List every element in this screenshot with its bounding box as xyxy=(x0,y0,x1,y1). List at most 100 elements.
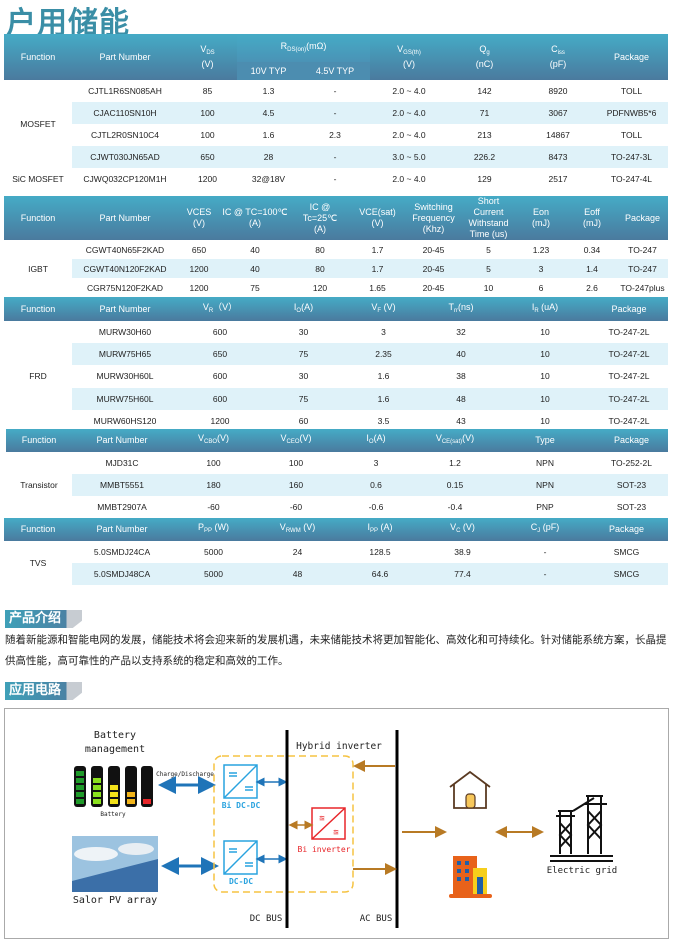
table-cell: 80 xyxy=(315,244,325,255)
column-header: Part Number xyxy=(72,429,172,452)
header-text: IC @ xyxy=(309,201,331,212)
column-header: Part Number xyxy=(72,518,172,541)
function-cell: FRD xyxy=(4,321,72,432)
pv-array-label: Salor PV array xyxy=(73,895,157,906)
tvs-table: Function Part Number PPP (W) VRWM (V) IPP (A… xyxy=(4,518,668,585)
table-row: CJTL2R0SN10C4 100 1.6 2.3 2.0 ~ 4.0 213 14867 T… xyxy=(4,124,668,146)
table-cell: 120 xyxy=(312,282,328,293)
table-cell: TOLL xyxy=(620,130,643,140)
table-cell: - xyxy=(505,563,585,585)
table-cell: TO-247 xyxy=(617,259,668,278)
header-text: (mJ) xyxy=(583,218,601,228)
table-cell: 1.3 xyxy=(262,86,275,96)
table-cell: TO-252-2L xyxy=(611,458,652,468)
battery-label: Battery xyxy=(100,811,126,818)
table-cell: NPN xyxy=(495,474,595,496)
table-cell: 2.0 ~ 4.0 xyxy=(392,174,426,184)
table-cell: 10 xyxy=(500,343,590,366)
table-cell: TO-247 xyxy=(628,244,657,255)
table-cell: -0.6 xyxy=(368,502,384,512)
table-row: TVS 5.0SMDJ24CA 5000 24 128.5 38.9- SMCG xyxy=(4,541,668,585)
header-text: (V) xyxy=(300,522,316,532)
table-row: 5.0SMDJ48CA 5000 48 64.6 77.4- SMCG xyxy=(4,563,668,585)
table-cell: 80 xyxy=(290,259,350,278)
header-text: Package xyxy=(624,212,661,223)
table-cell: PDFNWB5*6 xyxy=(595,102,668,124)
column-header: Short Current Withstand Time (us) xyxy=(462,196,515,240)
table-cell: 64.6 xyxy=(340,563,420,585)
header-text: DS(on) xyxy=(287,46,307,53)
table-row: MMBT2907A -60 -60 -0.6 -0.4 PNP SOT-23 xyxy=(6,496,668,518)
header-text: (V) xyxy=(193,218,205,228)
table-row: CJWT030JN65AD 650 28-3.0 ~ 5.0 226.2 8473 TO-… xyxy=(4,146,668,168)
table-cell: 213 xyxy=(477,130,492,140)
column-header: RDS(on)(mΩ) xyxy=(237,34,370,62)
column-header: VCE(sat)(V) xyxy=(350,196,405,240)
function-cell: TVS xyxy=(4,541,72,585)
header-text: (A) xyxy=(301,301,314,312)
header-text: Tc=25℃ xyxy=(302,212,338,223)
header-text: g xyxy=(486,50,490,56)
table-cell: 1.7 xyxy=(371,244,384,255)
bi-dcdc-converter-icon xyxy=(223,764,258,799)
svg-text:≊: ≊ xyxy=(333,828,339,838)
part-number-cell: CJTL1R6SN085AH xyxy=(88,86,162,96)
table-cell: 1.6 xyxy=(377,371,390,382)
table-cell: 0.34 xyxy=(583,244,601,255)
table-cell: 10 xyxy=(540,371,550,382)
header-text: Current xyxy=(473,207,504,217)
table-cell: 129 xyxy=(477,174,492,184)
table-cell: 1.23 xyxy=(532,244,550,255)
battery-management-label: Battery xyxy=(94,730,136,741)
header-text: (V) xyxy=(462,433,475,443)
header-text: O xyxy=(368,439,374,445)
bi-inverter-icon: ≊≊ xyxy=(311,807,346,840)
table-cell: 32@18V xyxy=(251,174,286,184)
table-cell: 0.6 xyxy=(337,474,415,496)
table-cell: 5 xyxy=(486,244,491,255)
header-text: VCES xyxy=(186,207,212,217)
table-row: MURW30H60L 600 30 1.6 38 10 TO-247-2L xyxy=(4,365,668,387)
charge-discharge-label: Charge/Discharge xyxy=(156,771,214,778)
column-header: IPP (A) xyxy=(340,518,420,541)
header-text: V xyxy=(397,44,404,54)
table-cell: TO-247-4L xyxy=(611,174,652,184)
header-text: iss xyxy=(557,50,565,56)
table-cell: 1.65 xyxy=(369,282,386,293)
function-cell: SiC MOSFET xyxy=(4,168,72,190)
column-header: IC @ TC=100℃ (A) xyxy=(220,196,290,240)
part-number-cell: MJD31C xyxy=(105,458,139,468)
column-header: VGS(th) (V) xyxy=(370,34,448,80)
header-text: Function xyxy=(21,435,57,445)
table-cell: TO-247-2L xyxy=(590,387,668,410)
header-text: V xyxy=(197,433,204,443)
application-circuit-diagram: Battery management Battery Charge/Discha… xyxy=(4,708,669,939)
svg-text:≊: ≊ xyxy=(319,814,325,824)
column-header: Function xyxy=(4,34,72,80)
header-text: RWM xyxy=(285,528,301,534)
header-text: Package xyxy=(613,435,650,445)
table-cell: 43 xyxy=(456,415,466,426)
header-text: V xyxy=(371,301,378,312)
header-text: C xyxy=(551,44,558,54)
header-text: Function xyxy=(20,212,56,223)
table-cell: 20-45 xyxy=(422,244,445,255)
part-number-cell: MMBT5551 xyxy=(72,474,172,496)
table-cell: 3.5 xyxy=(377,415,390,426)
header-text: R xyxy=(208,307,214,314)
column-header: IC @ Tc=25℃ (A) xyxy=(290,196,350,240)
table-row: MMBT5551 180 160 0.6 0.15 NPN SOT-23 xyxy=(6,474,668,496)
table-cell: 24 xyxy=(292,547,303,557)
battery-icons xyxy=(74,766,153,807)
table-cell: 600 xyxy=(212,371,228,382)
header-text: Package xyxy=(613,51,650,62)
header-text: (uA) xyxy=(538,301,559,312)
table-cell: 30 xyxy=(298,327,309,338)
table-cell: 100 xyxy=(288,458,304,468)
table-cell: 1.7 xyxy=(350,259,405,278)
table-cell: -0.4 xyxy=(447,502,463,512)
header-text: (pF) xyxy=(549,59,567,69)
table-cell: 10 xyxy=(483,282,494,293)
column-header: Function xyxy=(4,518,72,541)
column-header: Package xyxy=(617,196,668,240)
